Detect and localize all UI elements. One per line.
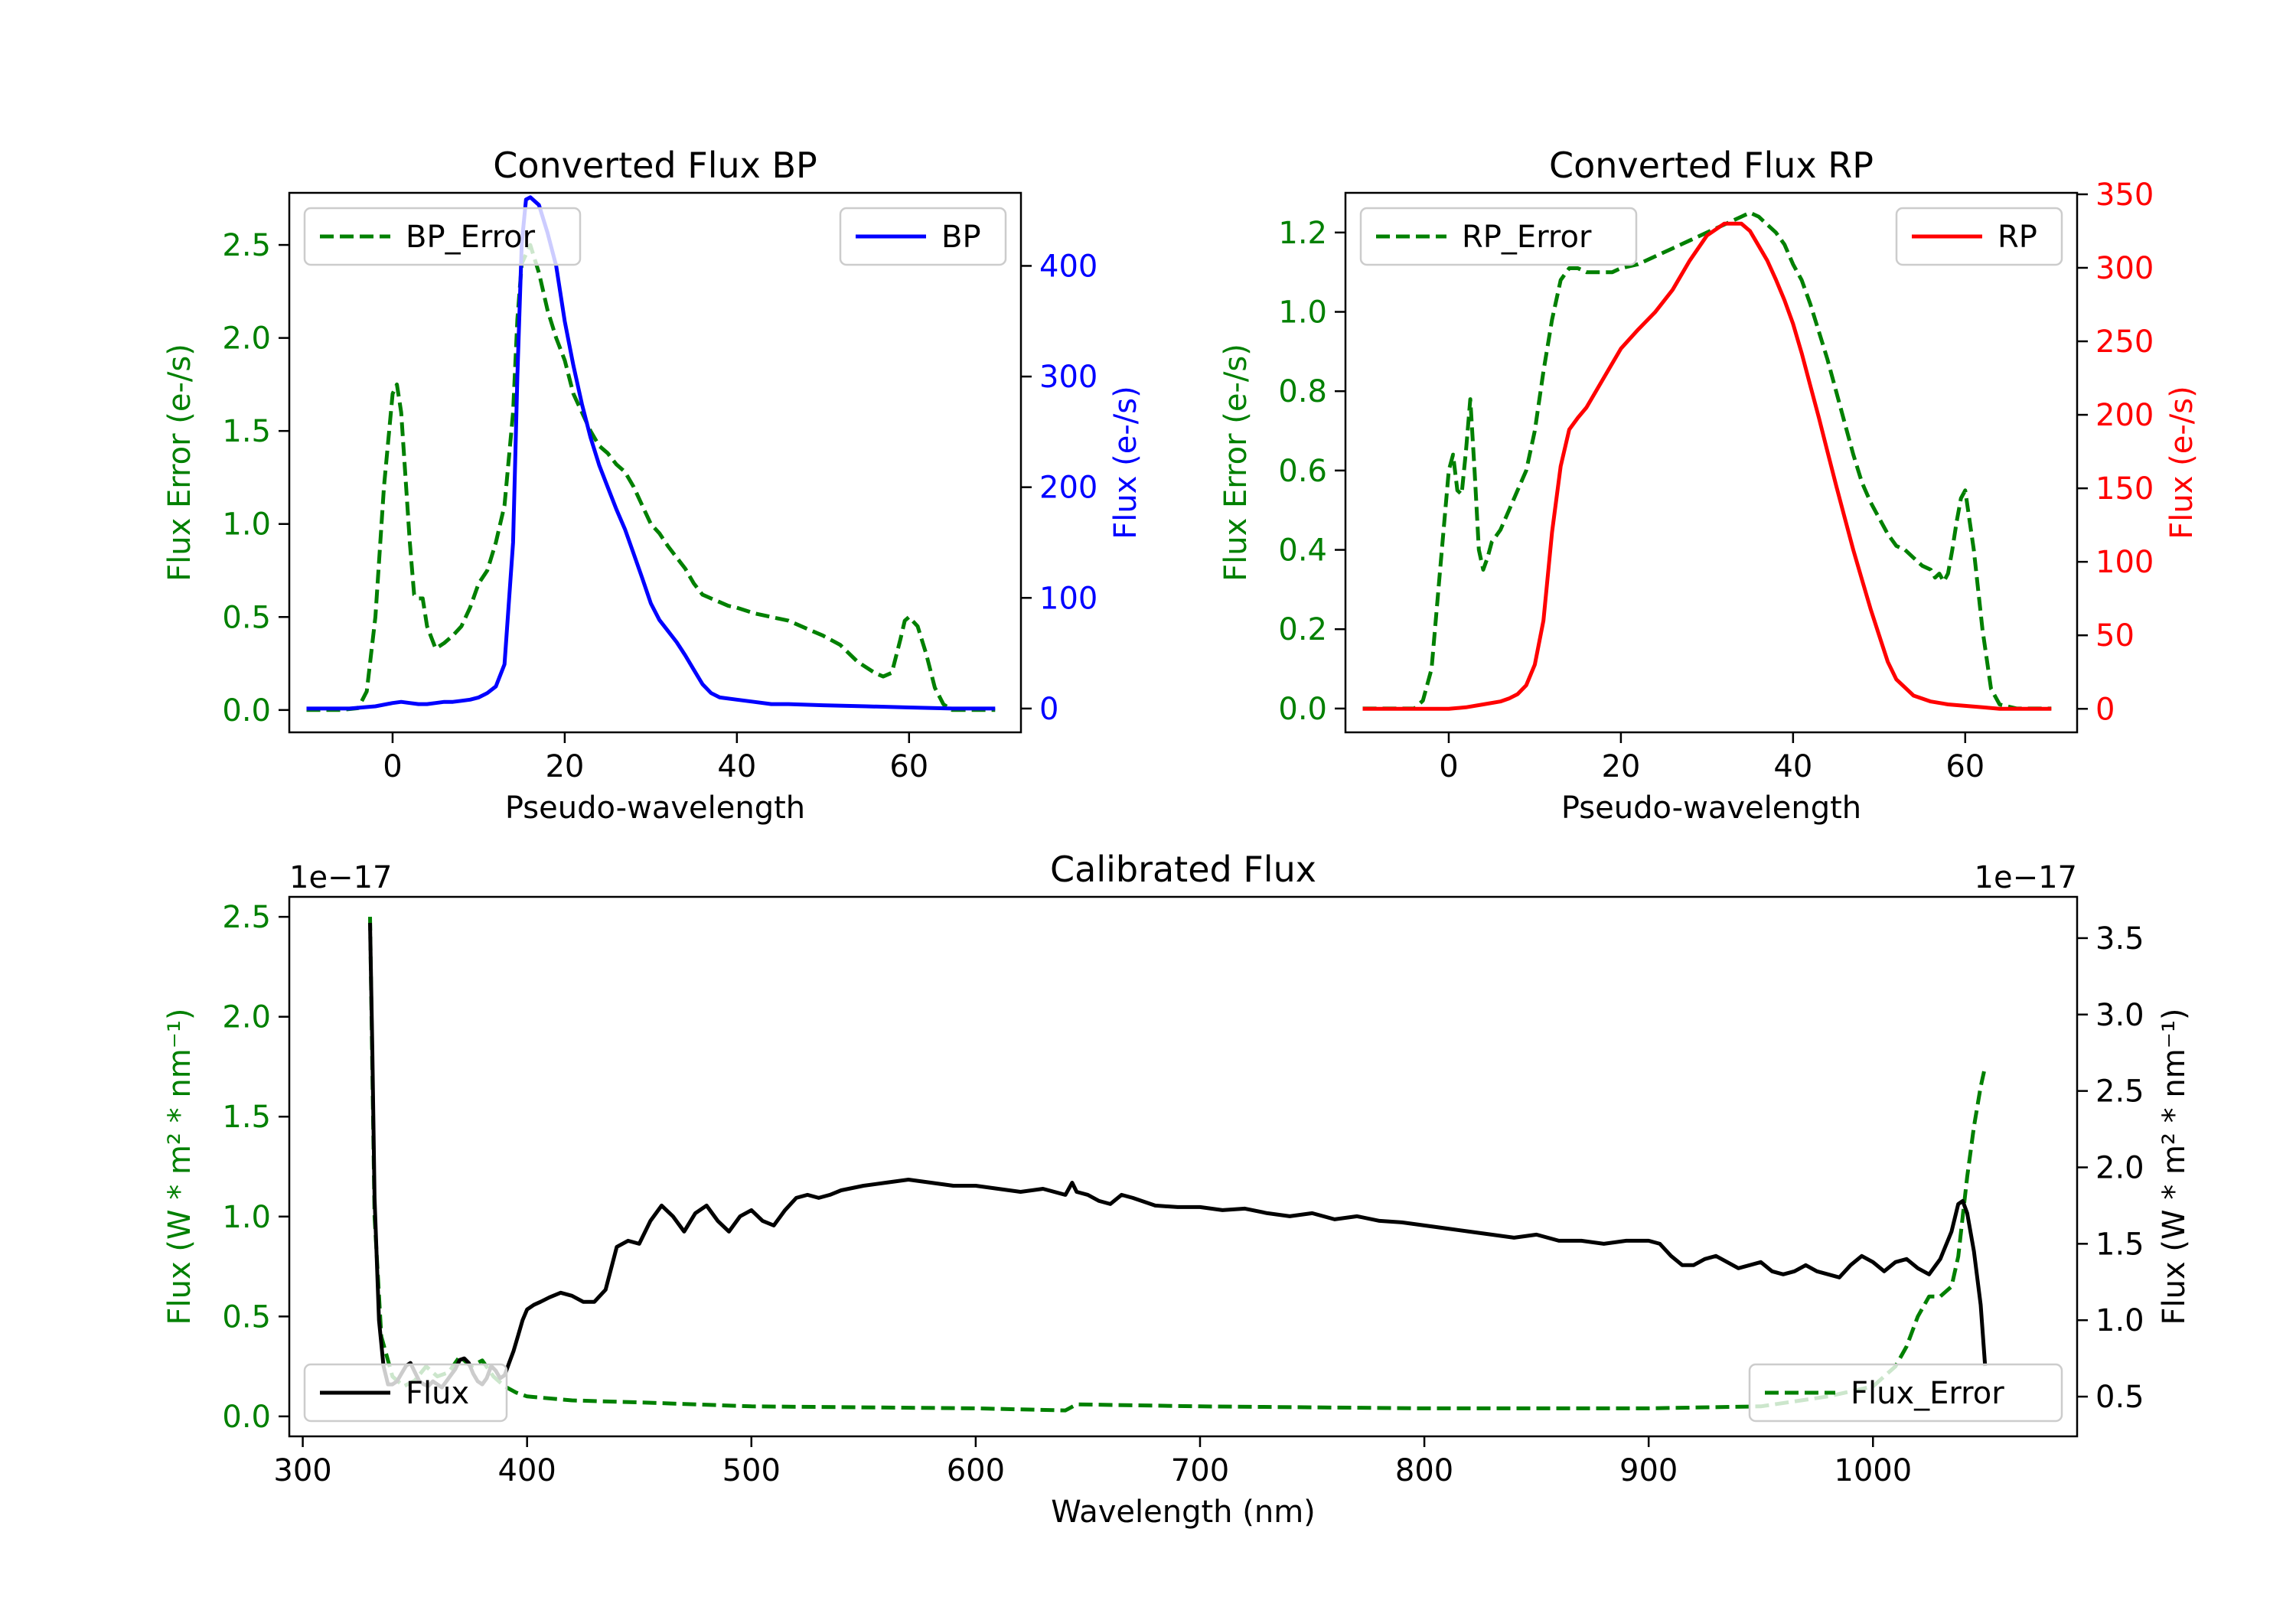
y-right-tick-label: 250 [2095, 324, 2154, 360]
y-right-offset-text: 1e−17 [1975, 860, 2077, 895]
y-right-tick-label: 0 [1039, 692, 1058, 727]
y-left-tick-label: 2.0 [222, 1000, 271, 1035]
x-tick-label: 0 [383, 749, 402, 784]
y-left-tick-label: 2.5 [222, 228, 271, 263]
y-right-tick-label: 200 [1039, 471, 1097, 506]
legend-label: RP_Error [1462, 220, 1592, 255]
y-right-axis-label: Flux (e-/s) [2164, 386, 2200, 539]
x-tick-label: 800 [1395, 1453, 1453, 1488]
legend-box [303, 207, 582, 266]
y-right-tick-label: 150 [2095, 471, 2154, 507]
y-right-tick-label: 1.5 [2095, 1227, 2144, 1262]
y-left-tick-label: 0.0 [1278, 692, 1327, 727]
x-tick-label: 60 [1945, 749, 1985, 784]
y-right-tick-label: 3.0 [2095, 998, 2144, 1033]
y-left-tick-label: 2.0 [222, 321, 271, 357]
chart-panel-3: 300 400 500 600 700 800 900 1000 0.0 0.5 1.0 1.5 2.0… [162, 849, 2192, 1530]
y-left-tick-label: 2.5 [222, 900, 271, 935]
y-left-tick-label: 1.2 [1278, 216, 1327, 251]
legend-label: Flux [406, 1376, 469, 1411]
legend-flux-error: Flux_Error [1748, 1363, 2063, 1423]
x-axis-label: Wavelength (nm) [1051, 1495, 1316, 1530]
y-right-tick-label: 100 [2095, 545, 2154, 580]
legend-bp-error: BP_Error [303, 207, 582, 266]
series-line-rp [1362, 221, 2052, 711]
y-right-tick-label: 0.5 [2095, 1380, 2144, 1415]
chart-title: Calibrated Flux [1050, 849, 1316, 890]
series-line-flux-error [368, 917, 1988, 1413]
y-left-tick-label: 1.0 [222, 507, 271, 543]
x-tick-label: 900 [1619, 1453, 1678, 1488]
x-tick-label: 1000 [1834, 1453, 1912, 1488]
x-tick-label: 20 [545, 749, 584, 784]
chart-title: Converted Flux BP [493, 145, 817, 186]
chart-title: Converted Flux RP [1549, 145, 1874, 186]
y-left-tick-label: 1.5 [222, 414, 271, 449]
legend-box [303, 1363, 508, 1423]
y-left-tick-label: 0.4 [1278, 533, 1327, 569]
y-right-tick-label: 300 [2095, 251, 2154, 286]
legend-box [1748, 1363, 2063, 1423]
x-tick-label: 40 [1773, 749, 1812, 784]
legend-label: BP [941, 220, 981, 255]
y-left-tick-label: 0.0 [222, 1400, 271, 1435]
y-left-tick-label: 1.5 [222, 1100, 271, 1135]
y-left-tick-label: 1.0 [222, 1200, 271, 1235]
x-tick-label: 500 [722, 1453, 781, 1488]
y-right-tick-label: 2.5 [2095, 1074, 2144, 1110]
y-right-tick-label: 350 [2095, 178, 2154, 213]
y-left-axis-label: Flux Error (e-/s) [162, 344, 197, 582]
y-right-tick-label: 1.0 [2095, 1303, 2144, 1338]
y-left-tick-label: 1.0 [1278, 295, 1327, 331]
x-axis-label: Pseudo-wavelength [505, 790, 805, 826]
y-left-axis-label: Flux Error (e-/s) [1218, 344, 1254, 582]
axes-frame [1344, 191, 2079, 734]
x-tick-label: 0 [1439, 749, 1458, 784]
y-left-offset-text: 1e−17 [289, 860, 392, 895]
y-right-tick-label: 400 [1039, 249, 1097, 284]
y-left-axis-label: Flux (W * m² * nm⁻¹) [162, 1009, 197, 1325]
y-right-tick-label: 2.0 [2095, 1150, 2144, 1185]
y-right-axis-label: Flux (W * m² * nm⁻¹) [2157, 1009, 2192, 1325]
series-line-flux [368, 922, 1988, 1390]
legend-flux: Flux [303, 1363, 508, 1423]
chart-panel-1: 0 20 40 60 0.0 0.5 1.0 1.5 2.0 2.5 0 100 200 300 400 Co… [162, 145, 1143, 826]
y-right-tick-label: 50 [2095, 618, 2135, 654]
x-tick-label: 400 [498, 1453, 556, 1488]
y-right-tick-label: 300 [1039, 360, 1097, 395]
legend-bp: BP [839, 207, 1007, 266]
legend-box [1359, 207, 1638, 266]
x-tick-label: 40 [717, 749, 756, 784]
y-right-tick-label: 0 [2095, 692, 2115, 727]
y-left-tick-label: 0.6 [1278, 454, 1327, 489]
chart-panel-2: 0 20 40 60 0.0 0.2 0.4 0.6 0.8 1.0 1.2 0 50 100 150 200… [1218, 145, 2200, 826]
y-left-tick-label: 0.2 [1278, 612, 1327, 647]
x-axis-label: Pseudo-wavelength [1561, 790, 1861, 826]
x-tick-label: 600 [947, 1453, 1005, 1488]
legend-rp-error: RP_Error [1359, 207, 1638, 266]
axes-frame [288, 191, 1022, 734]
y-left-tick-label: 0.0 [222, 693, 271, 729]
series-line-rp-error [1362, 210, 2052, 711]
x-tick-label: 20 [1601, 749, 1640, 784]
legend-rp: RP [1895, 207, 2063, 266]
x-tick-label: 300 [273, 1453, 331, 1488]
legend-label: Flux_Error [1851, 1376, 2004, 1411]
y-right-tick-label: 3.5 [2095, 921, 2144, 957]
x-tick-label: 700 [1171, 1453, 1229, 1488]
y-right-tick-label: 100 [1039, 581, 1097, 616]
x-tick-label: 60 [889, 749, 928, 784]
y-left-tick-label: 0.8 [1278, 374, 1327, 409]
y-right-tick-label: 200 [2095, 398, 2154, 433]
legend-label: RP [1998, 220, 2037, 255]
y-left-tick-label: 0.5 [222, 1299, 271, 1335]
y-left-tick-label: 0.5 [222, 600, 271, 635]
y-right-axis-label: Flux (e-/s) [1108, 386, 1143, 539]
series-line-bp-error [306, 243, 996, 712]
legend-label: BP_Error [406, 220, 536, 255]
series-line-bp [306, 195, 996, 711]
